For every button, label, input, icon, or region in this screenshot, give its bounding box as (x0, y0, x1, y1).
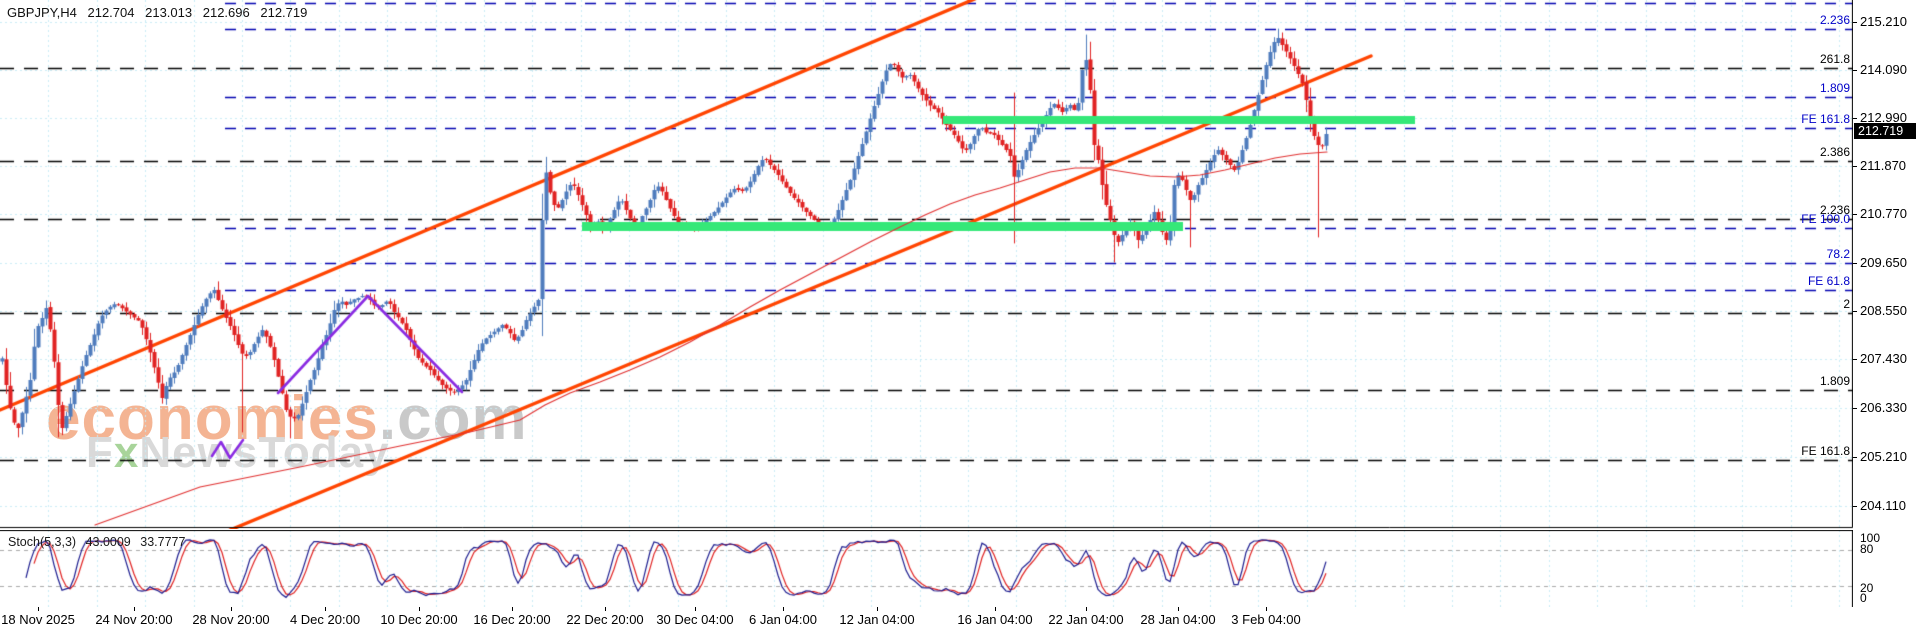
time-axis-tick (877, 607, 878, 611)
time-axis-tick (38, 607, 39, 611)
high-value: 213.013 (145, 5, 193, 20)
time-axis-label: 6 Jan 04:00 (749, 612, 817, 627)
fib-level-label: 2.236 (1819, 13, 1850, 27)
stoch-axis-label: 0 (1860, 591, 1867, 605)
time-axis-tick (1266, 607, 1267, 611)
fib-level-label: 261.8 (1819, 52, 1850, 66)
price-axis-label: 205.210 (1860, 449, 1907, 464)
price-axis-label: 210.770 (1860, 206, 1907, 221)
time-axis-tick (1086, 607, 1087, 611)
time-axis-label: 28 Nov 20:00 (192, 612, 270, 627)
time-axis-tick (605, 607, 606, 611)
time-axis-tick (419, 607, 420, 611)
fib-level-label: 2.236 (1819, 203, 1850, 217)
stoch-axis-label: 20 (1860, 581, 1874, 595)
price-axis-label: 211.870 (1860, 158, 1907, 173)
time-axis-tick (783, 607, 784, 611)
time-axis-tick (231, 607, 232, 611)
time-axis-label: 10 Dec 20:00 (380, 612, 458, 627)
stochastic-name: Stoch(5,3,3) (8, 535, 77, 549)
price-axis[interactable]: 212.719 215.210 214.090 212.990 211.870 210.… (1853, 0, 1916, 607)
time-axis-label: 30 Dec 04:00 (656, 612, 734, 627)
stochastic-d-value: 33.7777 (140, 535, 186, 549)
time-axis-tick (695, 607, 696, 611)
fib-level-label: FE 161.8 (1801, 444, 1850, 458)
fib-level-label: FE 61.8 (1807, 274, 1850, 288)
time-axis-label: 12 Jan 04:00 (839, 612, 915, 627)
time-axis-label: 22 Jan 04:00 (1048, 612, 1124, 627)
price-axis-tick (1853, 214, 1857, 215)
price-axis-tick (1853, 408, 1857, 409)
price-axis-tick (1853, 359, 1857, 360)
stoch-axis-label: 100 (1860, 531, 1881, 545)
fib-level-label: 1.809 (1819, 374, 1850, 388)
fib-level-label: 2.386 (1819, 145, 1850, 159)
time-axis-label: 16 Dec 20:00 (473, 612, 551, 627)
fib-level-label: 78.2 (1826, 247, 1850, 261)
time-axis-label: 16 Jan 04:00 (957, 612, 1033, 627)
price-axis-tick (1853, 457, 1857, 458)
time-axis-label: 4 Dec 20:00 (289, 612, 361, 627)
price-chart-canvas[interactable] (0, 0, 1853, 529)
time-axis-tick (995, 607, 996, 611)
time-axis-label: 3 Feb 04:00 (1231, 612, 1301, 627)
stoch-axis-label: 80 (1860, 542, 1874, 556)
price-axis-label: 214.090 (1860, 62, 1907, 77)
price-axis-tick (1853, 263, 1857, 264)
stochastic-panel-canvas[interactable] (0, 530, 1853, 608)
price-axis-tick (1853, 311, 1857, 312)
low-value: 212.696 (202, 5, 250, 20)
fib-level-label: FE 100.0 (1801, 212, 1850, 226)
price-axis-tick (1853, 118, 1857, 119)
price-axis-label: 215.210 (1860, 14, 1907, 29)
price-axis-tick (1853, 22, 1857, 23)
time-axis[interactable]: 18 Nov 2025 24 Nov 20:00 28 Nov 20:00 4 Dec… (0, 607, 1916, 629)
price-axis-label: 206.330 (1860, 400, 1907, 415)
time-axis-tick (512, 607, 513, 611)
time-axis-label: 24 Nov 20:00 (95, 612, 173, 627)
fib-level-label: 1.809 (1819, 81, 1850, 95)
price-axis-label: 204.110 (1860, 498, 1907, 513)
time-axis-label: 22 Dec 20:00 (566, 612, 644, 627)
current-price-badge: 212.719 (1854, 123, 1916, 139)
price-axis-label: 207.430 (1860, 351, 1907, 366)
close-value: 212.719 (260, 5, 308, 20)
price-axis-tick (1853, 166, 1857, 167)
price-axis-label: 208.550 (1860, 303, 1907, 318)
open-value: 212.704 (87, 5, 135, 20)
time-axis-tick (325, 607, 326, 611)
symbol-period-label: GBPJPY,H4 (7, 5, 77, 20)
fib-level-label: FE 161.8 (1801, 112, 1850, 126)
price-axis-tick (1853, 506, 1857, 507)
price-axis-tick (1853, 70, 1857, 71)
fib-level-label: 2 (1843, 297, 1850, 311)
stochastic-title: Stoch(5,3,3) 43.0009 33.7777 (8, 535, 191, 549)
time-axis-label: 18 Nov 2025 (1, 612, 75, 627)
chart-ohlc-header: GBPJPY,H4 212.704 213.013 212.696 212.71… (7, 5, 314, 20)
stochastic-k-value: 43.0009 (85, 535, 131, 549)
time-axis-label: 28 Jan 04:00 (1140, 612, 1216, 627)
time-axis-tick (134, 607, 135, 611)
price-axis-label: 209.650 (1860, 255, 1907, 270)
price-axis-label: 212.990 (1860, 110, 1907, 125)
time-axis-tick (1178, 607, 1179, 611)
